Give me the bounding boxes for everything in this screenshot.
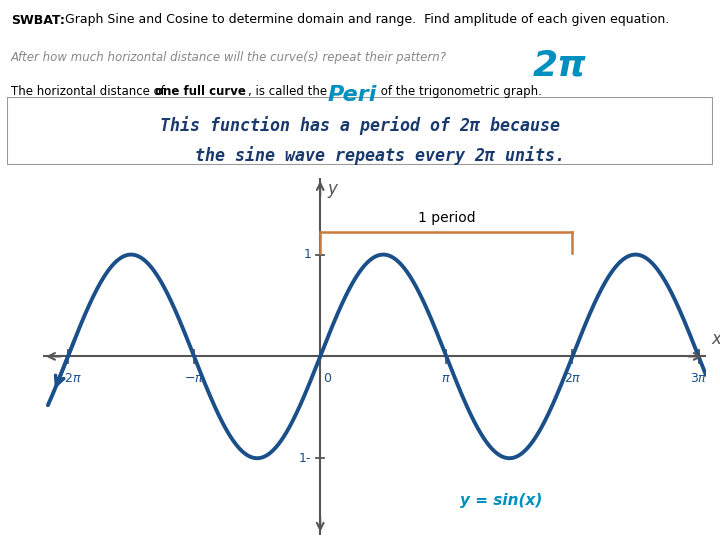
Text: $-\pi$: $-\pi$ — [184, 372, 204, 384]
Text: After how much horizontal distance will the curve(s) repeat their pattern?: After how much horizontal distance will … — [11, 51, 447, 64]
Text: 0: 0 — [323, 372, 331, 384]
Text: $-2\pi$: $-2\pi$ — [54, 372, 82, 384]
Text: 1 period: 1 period — [418, 211, 475, 225]
Text: , is called the: , is called the — [248, 85, 331, 98]
Text: $3\pi$: $3\pi$ — [690, 372, 707, 384]
Text: of the trigonometric graph.: of the trigonometric graph. — [377, 85, 541, 98]
Text: $\pi$: $\pi$ — [441, 372, 451, 384]
Text: $2\pi$: $2\pi$ — [564, 372, 581, 384]
Text: one full curve: one full curve — [155, 85, 246, 98]
Text: x: x — [711, 330, 720, 348]
Text: y = sin(x): y = sin(x) — [459, 494, 542, 509]
Text: 1: 1 — [304, 248, 311, 261]
Text: 2π: 2π — [533, 49, 587, 83]
Text: 1-: 1- — [299, 452, 311, 465]
Text: Peri: Peri — [328, 85, 377, 105]
Text: Graph Sine and Cosine to determine domain and range.  Find amplitude of each giv: Graph Sine and Cosine to determine domai… — [61, 14, 670, 26]
Text: y: y — [328, 180, 337, 198]
Text: the sine wave repeats every 2π units.: the sine wave repeats every 2π units. — [155, 146, 565, 165]
Text: SWBAT:: SWBAT: — [11, 14, 65, 26]
Text: The horizontal distance of: The horizontal distance of — [11, 85, 168, 98]
Text: This function has a period of 2π because: This function has a period of 2π because — [160, 116, 560, 135]
